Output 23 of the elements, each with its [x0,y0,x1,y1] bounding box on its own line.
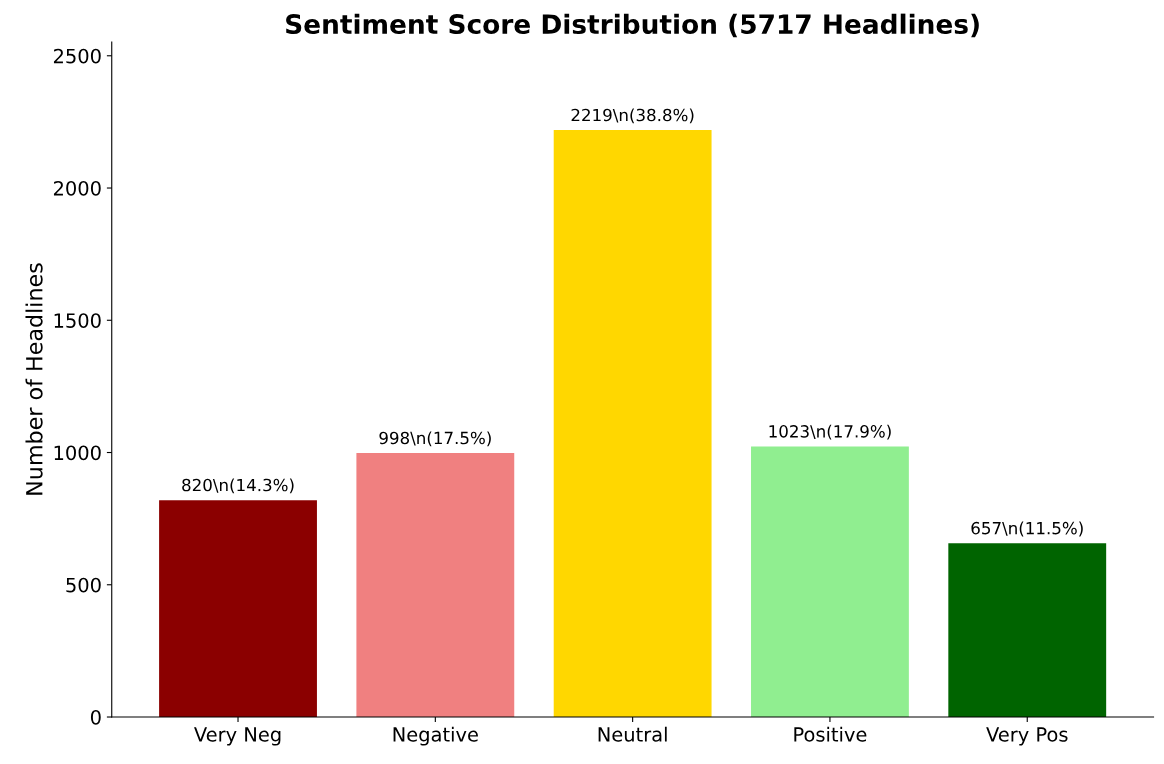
x-tick-label: Negative [393,726,478,746]
data-label: 820\n(14.3%) [182,478,294,494]
x-tick-label: Very Pos [986,727,1068,746]
data-label: 2219\n(38.8%) [571,108,694,124]
data-label: 1023\n(17.9%) [769,424,891,440]
bar [948,543,1107,718]
x-tick-label: Very Neg [194,727,281,746]
y-tick-label: 2500 [53,48,101,64]
bar [356,453,515,718]
y-tick-label: 2000 [53,180,101,196]
data-label: 657\n(11.5%) [971,521,1083,537]
bar [553,130,712,718]
bar [159,500,317,718]
y-tick-label: 1500 [54,313,101,328]
y-axis-title: Number of Headlines [25,263,43,495]
chart-title: Sentiment Score Distribution (5717 Headlines) [286,13,979,38]
y-tick-label: 500 [66,577,101,593]
y-tick-label: 0 [90,709,101,725]
data-label: 998\n(17.5%) [379,431,491,447]
bar [751,446,909,718]
x-tick-label: Neutral [598,726,667,742]
y-tick-label: 1000 [54,445,101,461]
x-tick-label: Positive [794,726,867,742]
